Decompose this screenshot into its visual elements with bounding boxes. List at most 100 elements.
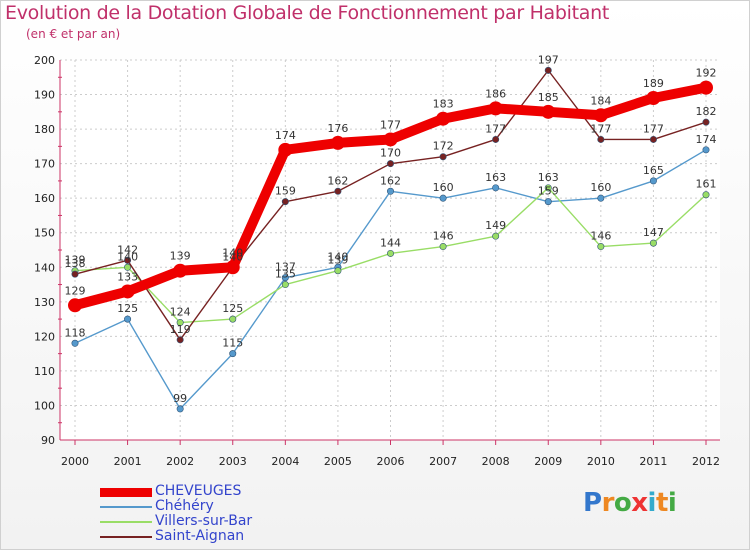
data-point bbox=[281, 198, 289, 206]
data-label: 177 bbox=[380, 118, 401, 131]
x-tick-label: 2002 bbox=[166, 455, 194, 468]
x-tick-label: 2012 bbox=[692, 455, 720, 468]
legend-item: Chéhéry bbox=[100, 498, 360, 514]
data-point bbox=[436, 111, 451, 126]
data-label: 186 bbox=[485, 87, 506, 100]
data-label: 162 bbox=[327, 174, 348, 187]
data-label: 176 bbox=[327, 122, 348, 135]
data-point bbox=[597, 135, 605, 143]
data-label: 149 bbox=[485, 219, 506, 232]
legend-item: Saint-Aignan bbox=[100, 528, 360, 544]
data-point bbox=[439, 153, 447, 161]
data-label: 170 bbox=[380, 147, 401, 160]
legend-label: Saint-Aignan bbox=[155, 528, 245, 544]
legend-swatch bbox=[100, 506, 152, 508]
data-label: 147 bbox=[643, 226, 664, 239]
logo-letter: x bbox=[631, 488, 648, 518]
y-tick-label: 180 bbox=[34, 123, 55, 136]
data-label: 163 bbox=[485, 171, 506, 184]
data-point bbox=[702, 146, 710, 154]
data-label: 142 bbox=[117, 243, 138, 256]
chart-title: Evolution de la Dotation Globale de Fonc… bbox=[5, 2, 610, 24]
x-tick-label: 2010 bbox=[587, 455, 615, 468]
data-label: 174 bbox=[696, 133, 717, 146]
y-tick-label: 190 bbox=[34, 89, 55, 102]
data-label: 197 bbox=[538, 53, 559, 66]
data-point bbox=[492, 232, 500, 240]
data-point bbox=[649, 239, 657, 247]
data-label: 99 bbox=[173, 392, 187, 405]
data-point bbox=[176, 405, 184, 413]
x-tick-label: 2004 bbox=[271, 455, 299, 468]
x-tick-label: 2003 bbox=[219, 455, 247, 468]
y-tick-label: 130 bbox=[34, 296, 55, 309]
data-point bbox=[386, 249, 394, 257]
data-point bbox=[278, 142, 293, 157]
data-label: 140 bbox=[222, 246, 243, 259]
data-label: 159 bbox=[538, 185, 559, 198]
data-point bbox=[334, 267, 342, 275]
data-point bbox=[330, 135, 345, 150]
data-point bbox=[597, 243, 605, 251]
logo-letter: i bbox=[667, 488, 677, 518]
y-tick-label: 110 bbox=[34, 365, 55, 378]
data-label: 177 bbox=[590, 122, 611, 135]
data-label: 144 bbox=[380, 236, 401, 249]
data-point bbox=[386, 160, 394, 168]
x-tick-label: 2000 bbox=[61, 455, 89, 468]
data-label: 165 bbox=[643, 164, 664, 177]
x-tick-label: 2008 bbox=[482, 455, 510, 468]
data-point bbox=[124, 315, 132, 323]
data-point bbox=[71, 339, 79, 347]
data-label: 177 bbox=[643, 122, 664, 135]
y-tick-label: 140 bbox=[34, 261, 55, 274]
data-point bbox=[281, 281, 289, 289]
legend-label: CHEVEUGES bbox=[155, 483, 242, 499]
legend-item: CHEVEUGES bbox=[100, 483, 360, 499]
data-point bbox=[229, 350, 237, 358]
data-label: 119 bbox=[170, 323, 191, 336]
data-point bbox=[281, 274, 289, 282]
data-point bbox=[649, 135, 657, 143]
logo-letter: P bbox=[583, 488, 602, 518]
x-tick-label: 2009 bbox=[534, 455, 562, 468]
data-point bbox=[593, 108, 608, 123]
data-point bbox=[541, 104, 556, 119]
data-label: 138 bbox=[65, 257, 86, 270]
logo-letter: i bbox=[647, 488, 657, 518]
logo-letter: o bbox=[613, 488, 632, 518]
chart-subtitle: (en € et par an) bbox=[26, 27, 121, 41]
data-point bbox=[225, 260, 240, 275]
logo-letter: t bbox=[655, 488, 668, 518]
data-point bbox=[124, 263, 132, 271]
data-label: 125 bbox=[222, 302, 243, 315]
x-tick-label: 2011 bbox=[639, 455, 667, 468]
data-point bbox=[699, 80, 713, 95]
data-point bbox=[176, 319, 184, 327]
y-tick-label: 200 bbox=[34, 54, 55, 67]
y-tick-label: 160 bbox=[34, 192, 55, 205]
x-tick-label: 2001 bbox=[114, 455, 142, 468]
data-label: 140 bbox=[327, 250, 348, 263]
data-label: 183 bbox=[433, 98, 454, 111]
data-label: 174 bbox=[275, 129, 296, 142]
y-tick-label: 100 bbox=[34, 399, 55, 412]
data-label: 146 bbox=[433, 230, 454, 243]
data-label: 139 bbox=[170, 250, 191, 263]
data-point bbox=[386, 187, 394, 195]
data-label: 184 bbox=[590, 94, 611, 107]
data-label: 135 bbox=[275, 268, 296, 281]
data-label: 189 bbox=[643, 77, 664, 90]
data-point bbox=[334, 187, 342, 195]
data-label: 163 bbox=[538, 171, 559, 184]
legend-swatch bbox=[100, 521, 152, 523]
data-point bbox=[68, 298, 82, 313]
y-tick-label: 150 bbox=[34, 227, 55, 240]
y-tick-label: 170 bbox=[34, 158, 55, 171]
y-tick-label: 120 bbox=[34, 330, 55, 343]
data-point bbox=[492, 184, 500, 192]
legend-label: Villers-sur-Bar bbox=[155, 513, 253, 529]
data-label: 185 bbox=[538, 91, 559, 104]
y-tick-label: 90 bbox=[41, 434, 55, 447]
data-point bbox=[646, 91, 661, 105]
